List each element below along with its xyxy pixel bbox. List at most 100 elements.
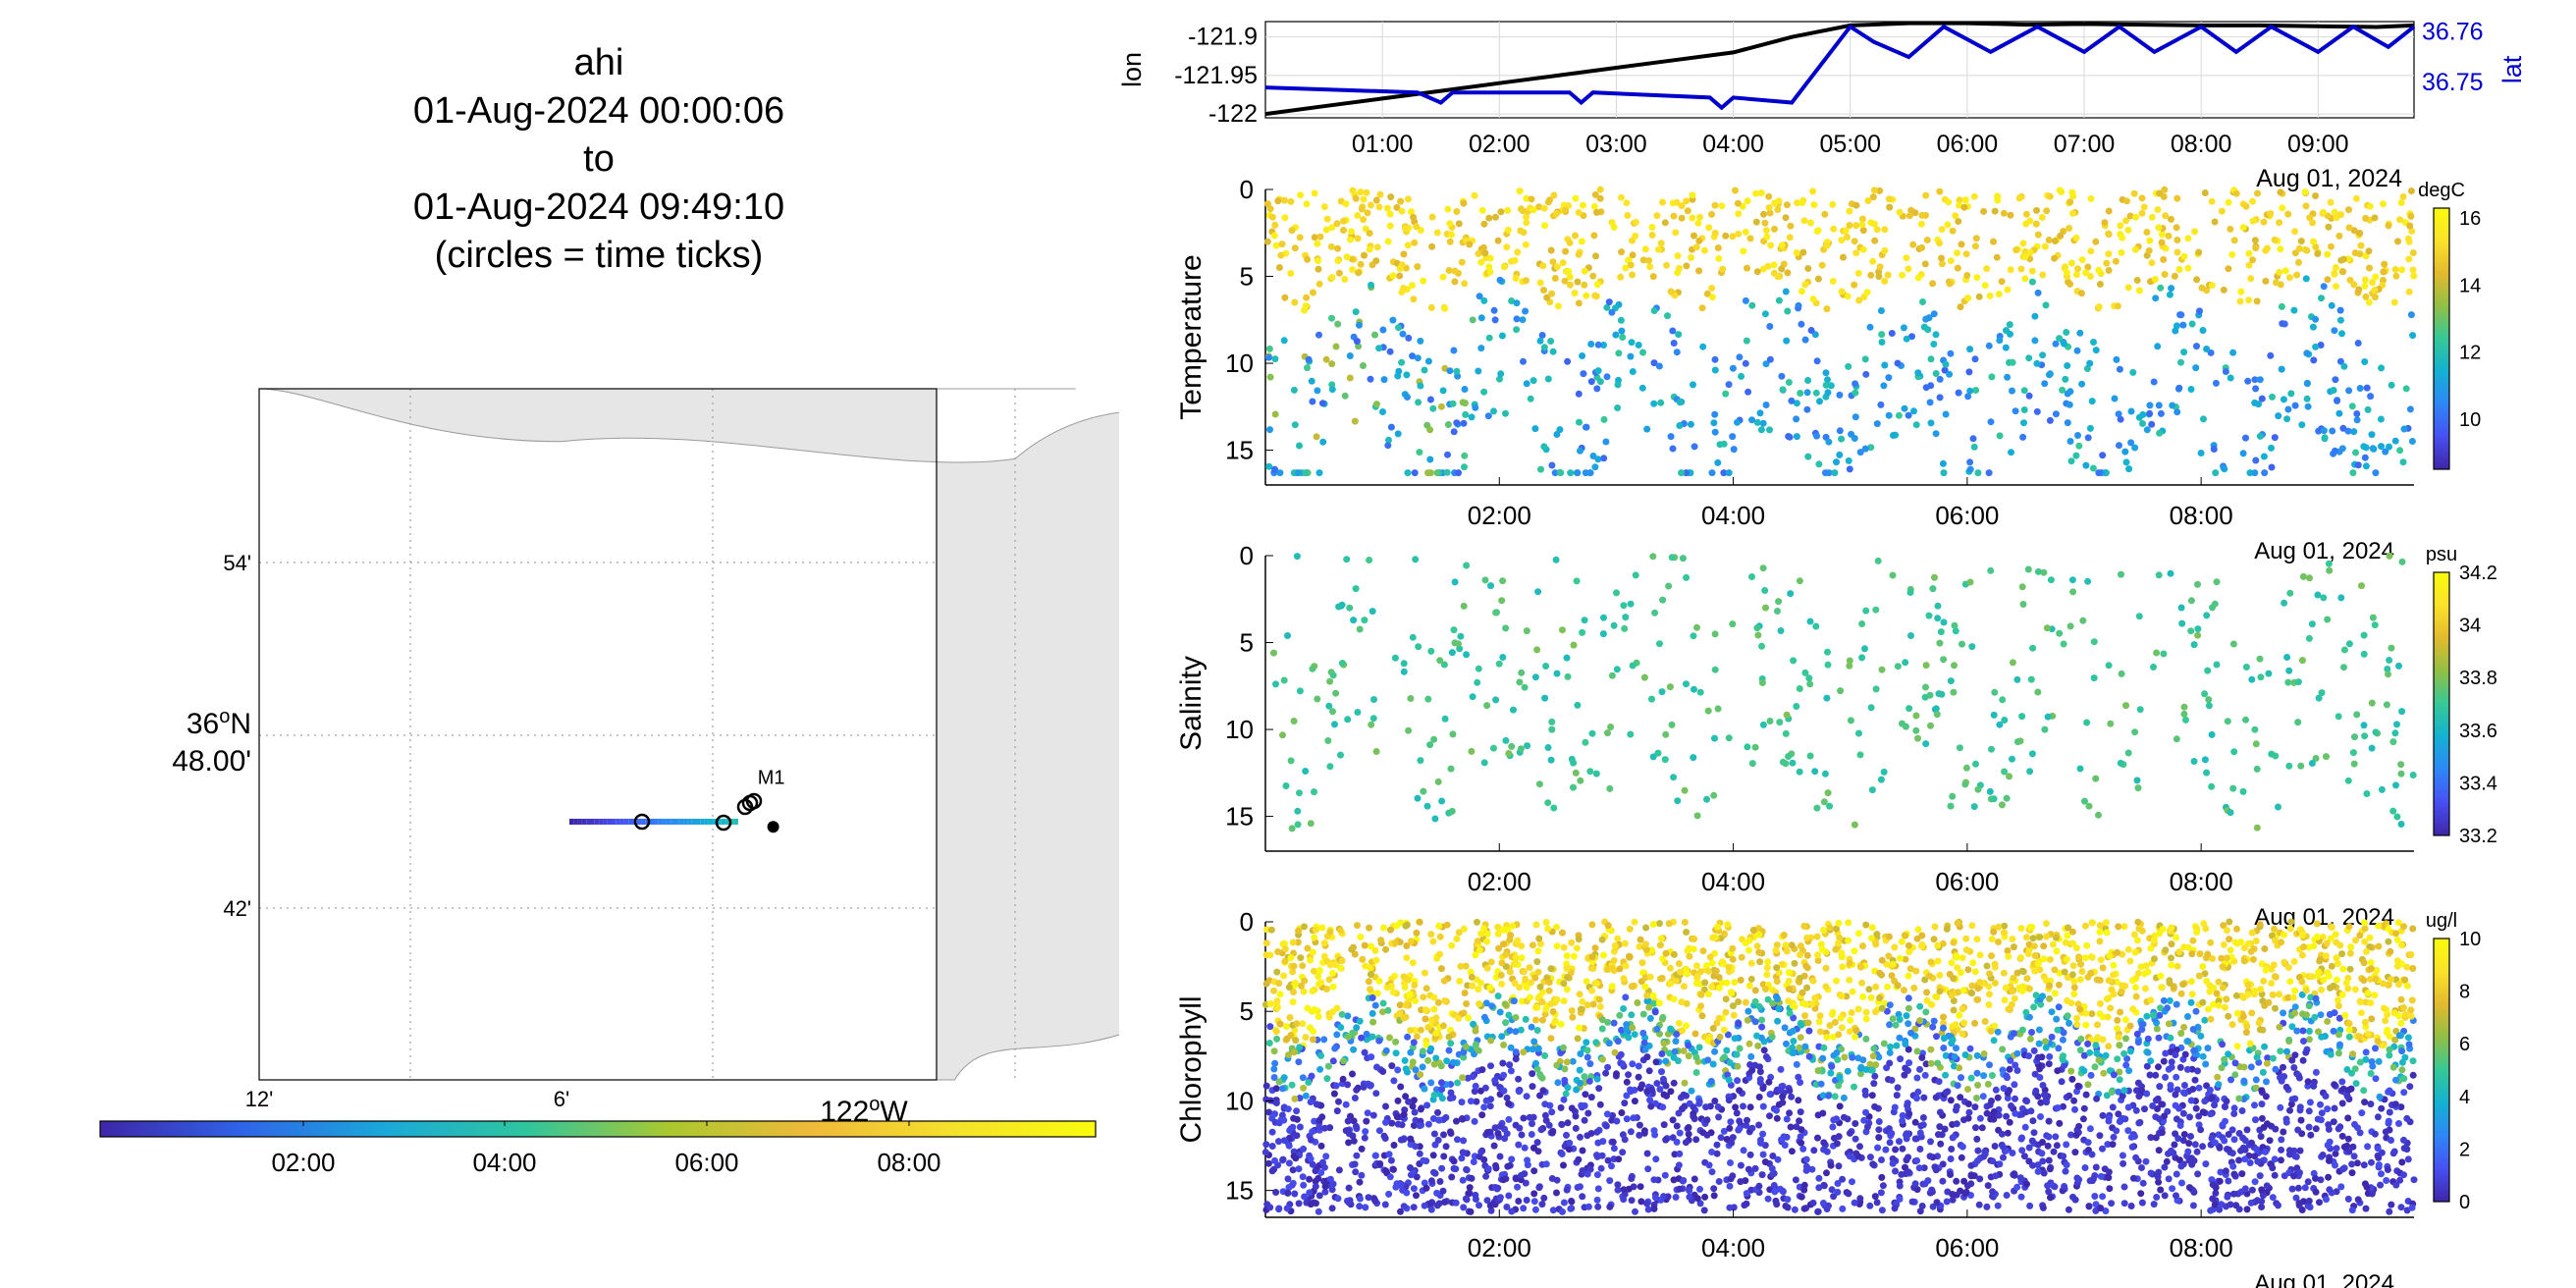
- data-point: [1839, 963, 1847, 971]
- data-point: [1796, 577, 1803, 585]
- data-point: [1530, 377, 1537, 385]
- data-point: [1838, 288, 1846, 295]
- data-point: [1315, 1123, 1323, 1131]
- data-point: [2279, 320, 2286, 328]
- data-point: [1878, 331, 1886, 339]
- data-point: [1352, 308, 1360, 316]
- data-point: [2298, 978, 2306, 986]
- data-point: [1784, 307, 1792, 315]
- data-point: [2140, 203, 2148, 211]
- data-point: [2305, 1123, 2313, 1131]
- data-point: [1368, 721, 1375, 728]
- data-point: [1591, 190, 1599, 198]
- data-point: [1971, 1019, 1979, 1027]
- data-point: [2045, 1133, 2053, 1141]
- data-point: [1996, 1160, 2004, 1168]
- data-point: [2108, 1200, 2116, 1208]
- data-point: [1788, 941, 1796, 949]
- data-point: [2330, 387, 2337, 394]
- data-point: [1708, 1168, 1716, 1176]
- data-point: [1754, 631, 1762, 639]
- data-point: [1798, 199, 1806, 207]
- data-point: [1960, 203, 1968, 211]
- data-point: [2125, 1067, 2133, 1075]
- data-point: [1373, 243, 1381, 251]
- data-point: [1942, 1051, 1950, 1059]
- data-point: [2280, 1128, 2287, 1136]
- data-point: [2005, 1005, 2012, 1013]
- data-point: [2258, 395, 2266, 402]
- data-point: [1919, 1121, 1927, 1129]
- data-point: [1711, 630, 1719, 638]
- data-point: [2360, 631, 2368, 639]
- data-point: [1314, 387, 1321, 395]
- data-point: [1871, 1072, 1879, 1080]
- data-point: [1970, 803, 1978, 811]
- data-point: [1961, 196, 1969, 204]
- data-point: [1993, 253, 2001, 261]
- data-point: [2097, 1172, 2105, 1180]
- data-point: [1681, 1102, 1689, 1110]
- data-point: [2194, 1067, 2201, 1075]
- data-point: [1987, 418, 1995, 426]
- data-point: [2330, 1118, 2337, 1126]
- data-point: [1829, 1033, 1837, 1041]
- data-point: [2166, 291, 2174, 298]
- data-point: [1954, 964, 1961, 972]
- data-point: [1936, 971, 1944, 979]
- data-point: [2333, 283, 2339, 291]
- data-point: [1270, 1065, 1278, 1073]
- data-point: [1888, 1076, 1896, 1084]
- data-point: [1985, 1001, 1993, 1008]
- data-point: [1623, 1078, 1631, 1086]
- series-line-lat: [1264, 24, 2416, 111]
- data-point: [1667, 1088, 1675, 1096]
- lat-tick-label: 36.76: [2422, 18, 2484, 45]
- data-point: [1446, 1095, 1454, 1102]
- data-point: [2362, 462, 2370, 470]
- data-point: [1487, 1062, 1494, 1070]
- data-point: [1675, 1019, 1683, 1027]
- data-point: [1349, 1132, 1357, 1140]
- data-point: [2237, 288, 2245, 295]
- data-point: [1885, 952, 1893, 960]
- data-point: [1369, 715, 1377, 723]
- data-point: [1861, 645, 1868, 653]
- data-point: [2161, 186, 2169, 193]
- data-point: [2384, 1166, 2391, 1173]
- data-point: [1777, 1065, 1785, 1073]
- data-point: [2408, 438, 2416, 445]
- data-point: [1711, 229, 1719, 237]
- data-point: [1647, 1102, 1655, 1110]
- data-point: [1996, 721, 2004, 728]
- data-point: [1632, 218, 1639, 226]
- data-point: [2259, 1068, 2267, 1076]
- data-point: [1453, 208, 1461, 215]
- data-point: [1503, 1094, 1511, 1101]
- data-point: [1674, 797, 1682, 805]
- data-point: [1347, 236, 1354, 243]
- data-point: [1287, 197, 1295, 205]
- data-point: [1846, 465, 1853, 473]
- data-point: [1766, 426, 1773, 434]
- data-point: [1617, 193, 1625, 201]
- data-point: [2199, 1052, 2207, 1060]
- data-point: [1811, 331, 1819, 339]
- data-point: [2378, 1170, 2385, 1178]
- data-point: [2382, 448, 2389, 456]
- data-point: [2032, 1087, 2040, 1095]
- data-point: [1461, 452, 1469, 459]
- data-point: [2069, 588, 2077, 596]
- data-point: [2067, 457, 2075, 465]
- data-point: [2255, 1019, 2263, 1027]
- lon-tick-label: -121.95: [1174, 62, 1258, 89]
- data-point: [1953, 1177, 1960, 1185]
- data-point: [2046, 370, 2054, 378]
- data-point: [2288, 1185, 2296, 1193]
- data-point: [1904, 1100, 1911, 1107]
- data-point: [2178, 1179, 2185, 1187]
- data-point: [1282, 1023, 1290, 1030]
- data-point: [1986, 787, 1994, 795]
- data-point: [2037, 1000, 2045, 1008]
- data-point: [1570, 759, 1578, 767]
